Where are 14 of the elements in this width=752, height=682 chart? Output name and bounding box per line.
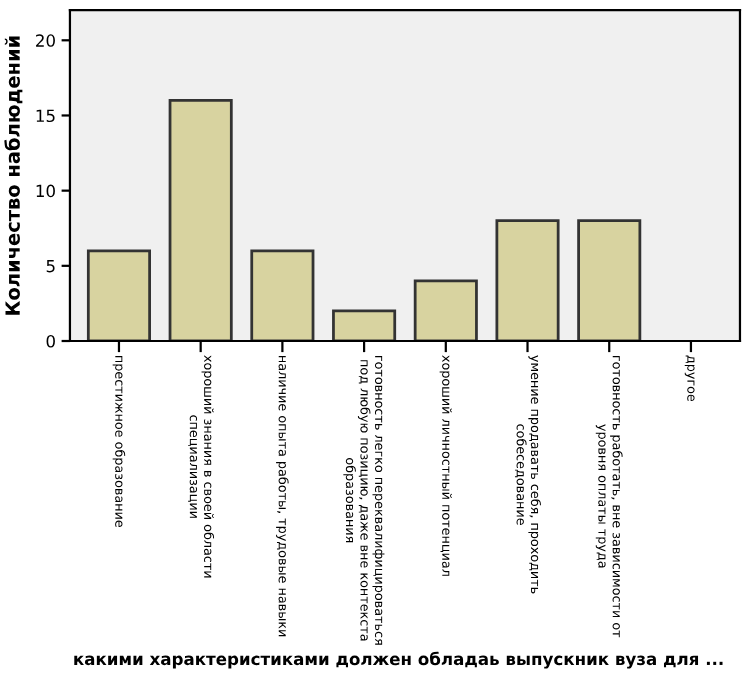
x-axis-title: какими характеристиками должен обладаь выпускник вуза для ... <box>74 651 723 669</box>
y-tick-label: 15 <box>36 109 55 123</box>
bar <box>168 99 233 341</box>
y-tick-label: 20 <box>36 34 55 47</box>
bar <box>495 219 560 341</box>
bar <box>86 249 151 341</box>
bar <box>413 279 478 341</box>
bar <box>250 249 315 341</box>
y-tick-label: 0 <box>46 334 55 348</box>
y-tick-label: 5 <box>46 260 55 273</box>
bar <box>332 309 397 341</box>
y-tick-label: 10 <box>36 184 55 198</box>
bar <box>577 219 642 341</box>
y-axis-title: Количество наблюдений <box>4 36 23 315</box>
